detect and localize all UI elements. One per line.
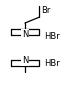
Text: HBr: HBr [44, 59, 60, 68]
Text: HBr: HBr [44, 32, 60, 41]
Text: N: N [22, 30, 28, 39]
Text: Br: Br [41, 6, 50, 15]
Text: N: N [22, 56, 28, 65]
